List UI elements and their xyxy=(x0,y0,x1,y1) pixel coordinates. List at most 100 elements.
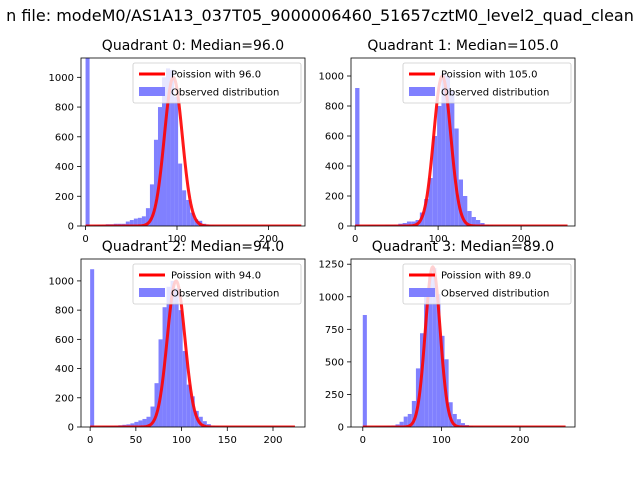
histogram-bar xyxy=(146,416,151,427)
histogram-bar xyxy=(403,416,408,427)
histogram-bar xyxy=(153,139,158,226)
legend-swatch-observed xyxy=(139,87,165,96)
histogram-bar xyxy=(428,273,433,427)
x-tick-label: 0 xyxy=(352,234,358,245)
histogram-bar xyxy=(407,413,412,427)
histogram-bar xyxy=(174,96,179,226)
subplot-1: Quadrant 1: Median=105.0 0 100 200 0 200 400 60… xyxy=(319,38,576,245)
histogram-bar xyxy=(460,423,465,427)
y-tick-label: 600 xyxy=(55,335,74,346)
histogram-bar xyxy=(145,208,150,226)
legend-box xyxy=(132,263,302,305)
histogram-bar xyxy=(158,339,163,427)
poisson-curve xyxy=(89,279,296,427)
histogram-bar xyxy=(134,421,139,427)
x-tick-label: 200 xyxy=(510,435,529,446)
histogram-bar xyxy=(178,310,183,427)
legend-swatch-observed xyxy=(409,288,435,297)
histogram-bar xyxy=(428,178,433,226)
histogram-bar xyxy=(432,268,437,427)
histogram-bar xyxy=(130,423,135,427)
x-tick-label: 200 xyxy=(259,234,278,245)
histogram-bar xyxy=(452,413,457,427)
histogram-bar xyxy=(436,294,441,427)
histogram-bar xyxy=(85,58,90,226)
histogram-bar xyxy=(141,216,146,226)
histogram-bar xyxy=(445,76,451,226)
legend-label-observed: Observed distribution xyxy=(441,289,549,300)
subplot-2: Quadrant 2: Median=94.0 0 50 100 150 200 0 200 4… xyxy=(49,239,306,446)
subplot-0: Quadrant 0: Median=96.0 0 100 200 0 200 400 600… xyxy=(49,38,306,245)
histogram-bar xyxy=(166,68,171,226)
subplot-title: Quadrant 1: Median=105.0 xyxy=(367,38,558,54)
histogram-bar xyxy=(182,190,187,226)
legend-box xyxy=(402,62,572,104)
histogram-bar xyxy=(475,220,481,226)
histogram-bar xyxy=(406,221,412,226)
histogram-bar xyxy=(456,419,461,427)
histogram-bar xyxy=(362,315,367,427)
y-tick-label: 1000 xyxy=(49,276,74,287)
legend-label-observed: Observed distribution xyxy=(441,88,549,99)
histogram-bar xyxy=(142,418,147,427)
histogram-bar xyxy=(463,196,468,226)
y-tick-label: 1000 xyxy=(49,73,74,84)
histogram-bar xyxy=(467,211,472,226)
legend-label-observed: Observed distribution xyxy=(171,289,279,300)
y-tick-label: 400 xyxy=(55,364,74,375)
histogram-bar xyxy=(174,288,179,427)
x-tick-label: 200 xyxy=(263,435,282,446)
histogram-bar xyxy=(424,296,429,427)
histogram-bar xyxy=(166,286,171,427)
histogram-bar xyxy=(170,280,175,427)
poisson-curve xyxy=(84,75,302,226)
legend-label-poisson: Poission with 96.0 xyxy=(171,70,261,81)
histogram-bar xyxy=(90,269,95,427)
histogram-bar xyxy=(441,73,446,226)
y-tick-label: 0 xyxy=(68,222,74,233)
y-tick-label: 0 xyxy=(338,423,344,434)
histogram-bar xyxy=(186,384,191,427)
histogram-bar xyxy=(454,128,459,226)
x-tick-label: 0 xyxy=(87,435,93,446)
histogram-bar xyxy=(190,396,195,427)
y-tick-label: 600 xyxy=(55,132,74,143)
histogram-bar xyxy=(432,136,438,226)
x-tick-label: 100 xyxy=(172,435,191,446)
legend-label-poisson: Poission with 89.0 xyxy=(441,271,531,282)
legend: Poission with 105.0 Observed distribution xyxy=(402,62,572,104)
y-tick-label: 200 xyxy=(55,192,74,203)
histogram-bar xyxy=(154,383,159,427)
subplot-title: Quadrant 2: Median=94.0 xyxy=(102,239,284,255)
y-tick-label: 200 xyxy=(325,192,344,203)
histogram-bar xyxy=(170,69,175,226)
histogram-bar xyxy=(149,184,154,226)
y-tick-label: 1000 xyxy=(319,72,344,83)
histogram-bar xyxy=(458,179,463,226)
plot-area xyxy=(89,269,296,427)
histogram-bar xyxy=(440,335,445,427)
y-tick-label: 800 xyxy=(55,103,74,114)
x-tick-label: 0 xyxy=(82,234,88,245)
plot-area xyxy=(354,73,569,226)
plot-area xyxy=(84,58,302,226)
histogram-bar xyxy=(129,220,134,226)
histogram-bar xyxy=(411,221,416,226)
plot-frame xyxy=(350,258,576,428)
legend: Poission with 94.0 Observed distribution xyxy=(132,263,302,305)
histogram-bar xyxy=(182,351,187,427)
figure-suptitle: n file: modeM0/AS1A13_037T05_9000006460_… xyxy=(6,6,634,25)
histogram-bar xyxy=(133,218,138,226)
y-tick-label: 750 xyxy=(325,325,344,336)
plot-frame xyxy=(80,258,306,428)
histogram-bar xyxy=(424,199,429,226)
histogram-bar xyxy=(437,106,442,226)
x-tick-label: 200 xyxy=(512,234,531,245)
x-tick-label: 150 xyxy=(218,435,237,446)
legend-swatch-observed xyxy=(139,288,165,297)
histogram-bar xyxy=(137,217,142,226)
histogram-bar xyxy=(399,421,404,427)
histogram-bar xyxy=(411,400,416,427)
y-tick-label: 250 xyxy=(325,390,344,401)
